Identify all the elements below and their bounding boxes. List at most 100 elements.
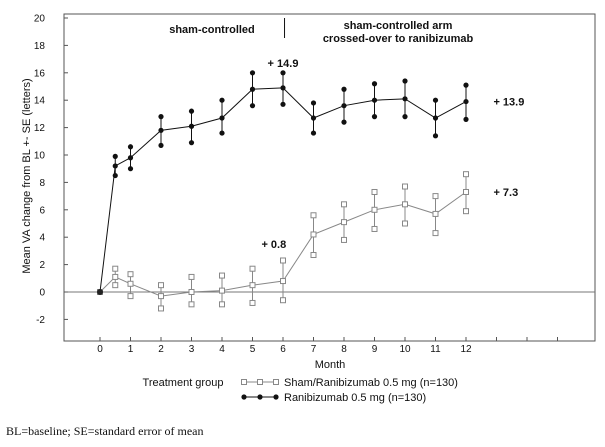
footnote: BL=baseline; SE=standard error of mean — [6, 424, 204, 438]
error-bar-cap — [188, 301, 195, 308]
legend-item: Ranibizumab 0.5 mg (n=130) — [241, 392, 426, 404]
error-bar-cap — [432, 133, 439, 139]
x-tick-label: 12 — [460, 344, 472, 355]
data-point — [158, 293, 164, 300]
error-bar-cap — [112, 172, 118, 179]
data-point — [158, 127, 164, 133]
error-bar-cap — [249, 70, 256, 76]
series-line — [99, 87, 467, 293]
y-tick-label: 14 — [34, 96, 46, 107]
error-bar-cap — [249, 299, 256, 306]
error-bar-cap — [112, 265, 119, 272]
data-point — [402, 96, 408, 102]
x-tick-label: 3 — [189, 344, 195, 355]
series-sham-ranibizumab — [97, 171, 469, 312]
error-bar-cap — [158, 114, 164, 120]
error-bar-cap — [280, 297, 286, 304]
error-bar-cap — [219, 130, 225, 136]
x-tick-label: 10 — [399, 344, 411, 355]
y-tick-label: 6 — [39, 205, 45, 216]
data-point — [112, 163, 118, 169]
period-label-crossover-line2: crossed-over to ranibizumab — [323, 33, 474, 45]
error-bar-cap — [310, 212, 317, 219]
error-bar-cap — [463, 82, 469, 88]
y-tick-label: -2 — [36, 315, 45, 326]
legend-marker — [273, 379, 279, 385]
error-bar-cap — [127, 293, 134, 300]
error-bar-cap — [432, 193, 439, 200]
legend-label: Ranibizumab 0.5 mg (n=130) — [284, 392, 426, 404]
error-bar-cap — [280, 257, 286, 264]
y-tick-label: 18 — [34, 41, 46, 52]
x-tick-label: 4 — [219, 344, 225, 355]
error-bar-cap — [463, 116, 469, 122]
error-bar-cap — [341, 86, 347, 92]
error-bar-cap — [219, 97, 225, 103]
va-change-chart: sham-controlled sham-controlled arm cros… — [21, 13, 596, 404]
x-tick-label: 0 — [97, 344, 103, 355]
error-bar-cap — [402, 183, 408, 190]
data-point — [219, 115, 225, 121]
error-bar-cap — [188, 273, 195, 280]
y-tick-label: 4 — [39, 233, 45, 244]
error-bar-cap — [432, 230, 439, 237]
error-bar-cap — [402, 78, 408, 84]
error-bar-cap — [371, 114, 378, 120]
error-bar-cap — [219, 301, 225, 308]
error-bar-cap — [112, 153, 118, 159]
y-tick-label: 16 — [34, 68, 46, 79]
data-point — [188, 123, 195, 129]
data-point — [112, 273, 119, 280]
error-bar-cap — [463, 208, 469, 215]
series-ranibizumab — [97, 70, 469, 295]
error-bar-cap — [402, 114, 408, 120]
value-annotation: + 0.8 — [261, 239, 286, 251]
error-bar-cap — [371, 81, 378, 87]
y-tick-label: 10 — [34, 151, 46, 162]
error-bar-cap — [463, 171, 469, 178]
x-axis-ticks: 0 1 2 3 4 5 6 7 8 9 10 11 12 — [97, 337, 558, 355]
series-line — [99, 191, 467, 297]
data-point — [127, 280, 134, 287]
period-label-sham: sham-controlled — [169, 24, 255, 36]
data-point — [432, 115, 439, 121]
y-axis-ticks: -2 0 2 4 6 8 10 12 14 16 18 20 — [34, 14, 68, 326]
data-point — [219, 287, 225, 294]
plot-frame — [63, 13, 596, 342]
data-point — [310, 115, 317, 121]
data-point — [249, 86, 256, 92]
error-bar-cap — [310, 130, 317, 136]
data-point — [402, 201, 408, 208]
error-bar-cap — [112, 282, 119, 289]
data-point — [310, 231, 317, 238]
error-bar-cap — [188, 108, 195, 114]
error-bar-cap — [158, 142, 164, 149]
value-annotation: + 14.9 — [268, 58, 299, 70]
error-bar-cap — [310, 100, 317, 106]
error-bar-cap — [127, 271, 134, 278]
y-tick-label: 20 — [34, 14, 46, 25]
error-bar-cap — [402, 220, 408, 227]
error-bar-cap — [371, 188, 378, 195]
error-bar-cap — [341, 236, 347, 243]
x-axis-label: Month — [315, 359, 346, 371]
error-bar-cap — [127, 144, 134, 150]
error-bar-cap — [371, 225, 378, 232]
error-bar-cap — [188, 140, 195, 146]
x-tick-label: 8 — [341, 344, 347, 355]
error-bar-cap — [341, 119, 347, 125]
y-tick-label: 0 — [39, 288, 45, 299]
x-tick-label: 11 — [430, 344, 441, 355]
error-bar-cap — [219, 272, 225, 279]
legend-label: Sham/Ranibizumab 0.5 mg (n=130) — [284, 377, 458, 389]
error-bar-cap — [341, 201, 347, 208]
legend-marker — [241, 394, 247, 400]
error-bar-cap — [280, 70, 286, 76]
data-point — [127, 155, 134, 161]
x-tick-label: 5 — [250, 344, 256, 355]
data-point — [341, 103, 347, 109]
error-bar-cap — [280, 101, 286, 107]
data-point — [280, 85, 286, 91]
data-point — [463, 188, 469, 195]
data-point — [188, 289, 195, 295]
